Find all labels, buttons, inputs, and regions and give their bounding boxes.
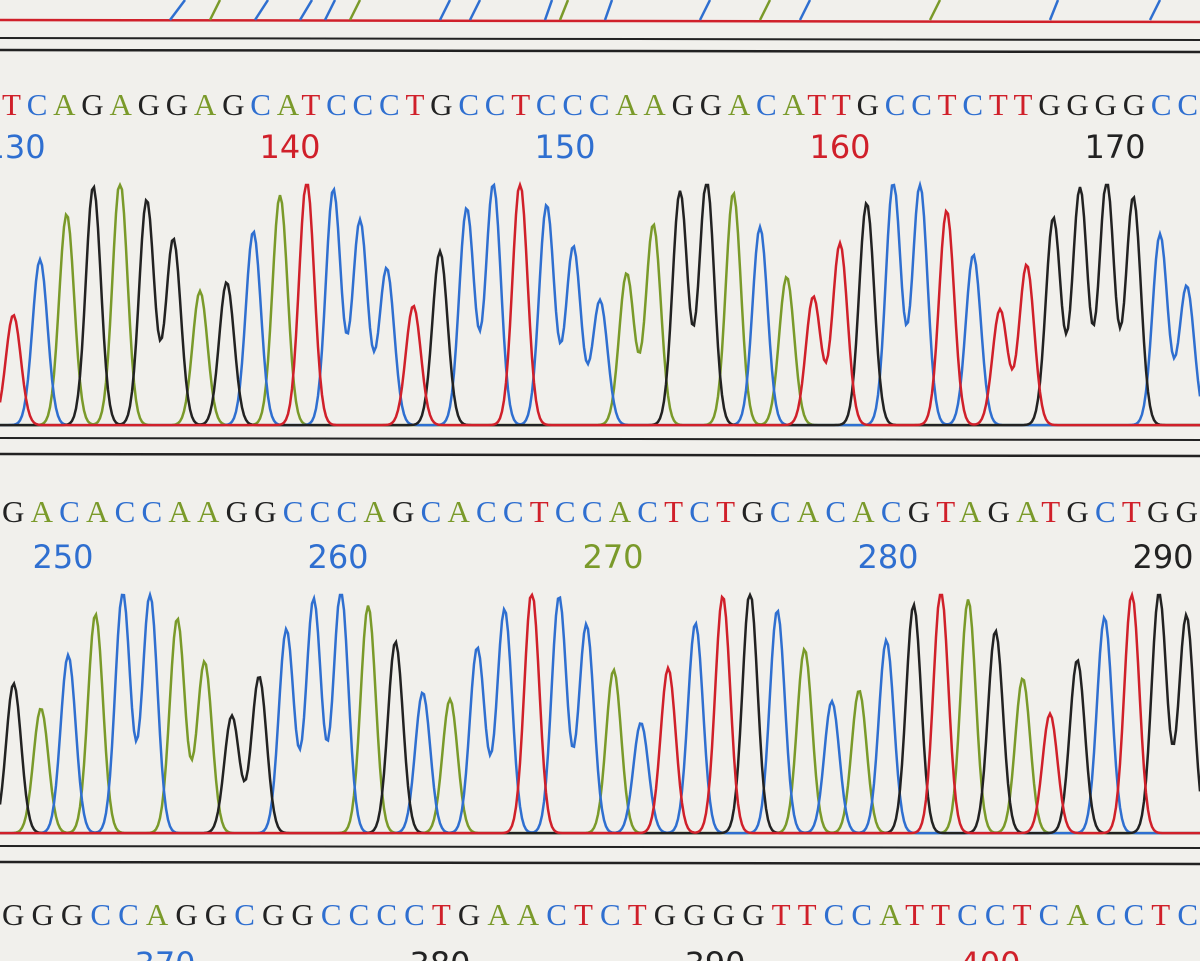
- position-number: 250: [32, 538, 93, 576]
- position-number: 390: [684, 945, 745, 961]
- position-number: 380: [409, 945, 470, 961]
- rule: [0, 437, 1200, 441]
- trace-T: [0, 590, 1200, 835]
- rule: [0, 48, 1200, 54]
- position-number: 370: [134, 945, 195, 961]
- position-number: 270: [582, 538, 643, 576]
- position-number: 130: [0, 128, 46, 166]
- position-number: 280: [857, 538, 918, 576]
- trace-T: [0, 181, 1200, 427]
- position-number: 260: [307, 538, 368, 576]
- position-number: 150: [534, 128, 595, 166]
- rule: [0, 860, 1200, 866]
- rule: [0, 845, 1200, 849]
- rule: [0, 452, 1200, 458]
- top-trace: [0, 0, 1200, 24]
- rule: [0, 37, 1200, 41]
- position-number: 140: [259, 128, 320, 166]
- position-number: 160: [809, 128, 870, 166]
- position-number: 290: [1132, 538, 1193, 576]
- position-number: 170: [1084, 128, 1145, 166]
- position-number: 400: [959, 945, 1020, 961]
